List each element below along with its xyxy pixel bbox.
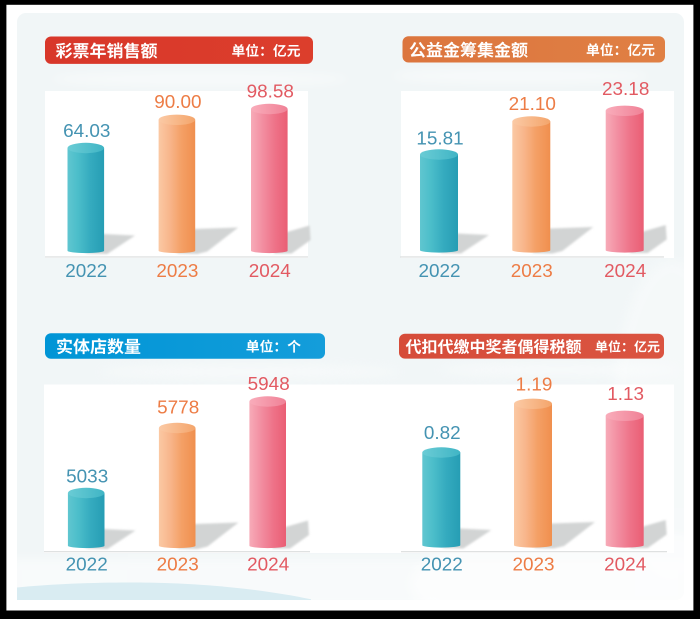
- svg-text:5778: 5778: [157, 398, 199, 419]
- svg-text:23.18: 23.18: [602, 79, 649, 100]
- svg-text:0.82: 0.82: [424, 423, 461, 444]
- svg-text:15.81: 15.81: [416, 129, 463, 150]
- svg-text:2024: 2024: [604, 261, 646, 282]
- svg-text:2023: 2023: [512, 555, 554, 576]
- svg-text:1.13: 1.13: [607, 384, 644, 405]
- svg-text:2023: 2023: [157, 555, 199, 576]
- svg-text:5948: 5948: [248, 374, 290, 395]
- svg-text:2023: 2023: [156, 261, 198, 282]
- svg-text:90.00: 90.00: [154, 92, 201, 113]
- svg-text:98.58: 98.58: [247, 82, 294, 103]
- svg-text:64.03: 64.03: [63, 121, 110, 142]
- svg-text:1.19: 1.19: [516, 375, 553, 396]
- svg-text:2024: 2024: [604, 555, 646, 576]
- svg-text:2024: 2024: [249, 261, 291, 282]
- svg-text:2024: 2024: [247, 555, 289, 576]
- svg-text:2023: 2023: [511, 261, 553, 282]
- svg-text:2022: 2022: [66, 555, 108, 576]
- svg-text:2022: 2022: [421, 555, 463, 576]
- svg-text:2022: 2022: [65, 261, 107, 282]
- svg-text:21.10: 21.10: [509, 94, 556, 115]
- svg-text:2022: 2022: [418, 261, 460, 282]
- svg-text:5033: 5033: [66, 467, 108, 488]
